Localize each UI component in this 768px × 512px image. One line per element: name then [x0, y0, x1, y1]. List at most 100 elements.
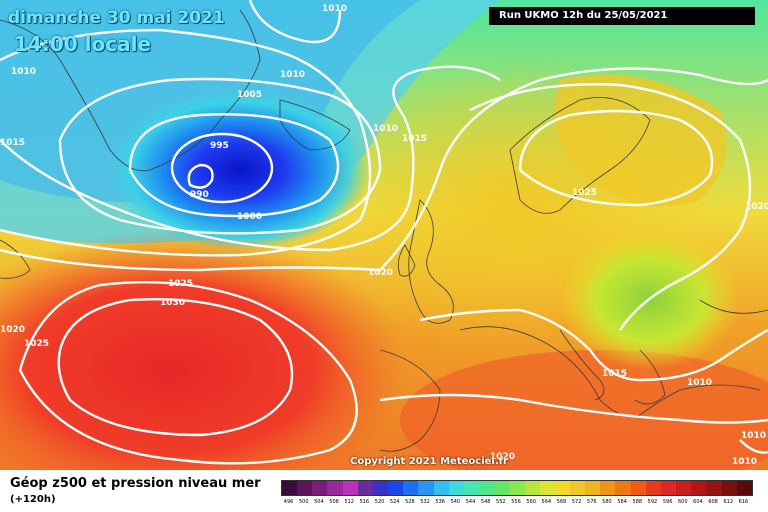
low-pressure-area [110, 90, 370, 250]
isobar-label: 1010 [280, 70, 305, 80]
isobar-label: 1015 [402, 134, 427, 144]
isobar-1030 [57, 297, 294, 437]
isobar-label: 990 [190, 190, 209, 200]
scale-swatch [600, 481, 616, 495]
isobar-label: 1015 [0, 138, 25, 148]
scale-label: 500 [298, 499, 309, 505]
isobar-label: 1000 [237, 212, 262, 222]
scale-swatch [645, 481, 661, 495]
scale-swatch [494, 481, 510, 495]
scale-swatch [736, 481, 752, 495]
model-run-label: Run UKMO 12h du 25/05/2021 [489, 7, 755, 25]
high-pressure-area [0, 230, 410, 470]
isobar-label: 995 [210, 141, 229, 151]
scale-label: 512 [344, 499, 354, 505]
isobar-1025-east [518, 109, 714, 207]
scale-label: 564 [541, 499, 552, 505]
isobar-label: 1030 [160, 298, 185, 308]
scale-swatch [448, 481, 464, 495]
scale-swatch [630, 481, 646, 495]
scale-label: 576 [587, 499, 597, 505]
color-scale-labels: 496 500 504 508 512 516 520 524 528 532 536 540 544 5… [281, 499, 751, 509]
scale-swatch [691, 481, 707, 495]
scale-label: 496 [283, 499, 294, 505]
scale-label: 560 [526, 499, 536, 505]
scale-swatch [585, 481, 601, 495]
scale-label: 608 [708, 499, 718, 505]
isobar-label: 1025 [168, 279, 193, 289]
scale-label: 596 [662, 499, 673, 505]
scale-label: 612 [723, 499, 734, 505]
isobar-labels: 1010 1010 1010 1005 995 990 1000 1010 10… [0, 4, 768, 467]
scale-swatch [660, 481, 677, 495]
scale-swatch [554, 481, 570, 495]
scale-swatch [418, 481, 434, 495]
isobar-label: 1010 [687, 378, 712, 388]
scale-swatch [282, 481, 298, 495]
isobar-1000 [128, 113, 340, 218]
scale-label: 604 [693, 499, 703, 505]
scale-swatch [524, 481, 540, 495]
scale-swatch [539, 481, 555, 495]
isobar-label: 1005 [237, 90, 262, 100]
scale-label: 580 [602, 499, 612, 505]
scale-label: 588 [632, 499, 643, 505]
scale-label: 572 [571, 499, 582, 505]
isobar-1015 [0, 65, 501, 252]
coastlines [0, 9, 768, 452]
scale-swatch [509, 481, 525, 495]
scale-label: 616 [738, 499, 749, 505]
scale-label: 508 [329, 499, 339, 505]
scale-swatch [297, 481, 313, 495]
scale-swatch [569, 481, 586, 495]
isobar-label: 1010 [322, 4, 347, 14]
isobar-1020 [0, 67, 768, 272]
isobar-1025 [18, 280, 358, 465]
scale-swatch [433, 481, 449, 495]
isobar-label: 1020 [0, 325, 25, 335]
isobar-1020-east [469, 83, 752, 331]
forecast-date: dimanche 30 mai 2021 [8, 8, 225, 28]
scale-label: 528 [405, 499, 415, 505]
scale-swatch [312, 481, 328, 495]
scale-label: 536 [435, 499, 445, 505]
scale-label: 568 [556, 499, 567, 505]
scale-label: 504 [314, 499, 324, 505]
scale-swatch [479, 481, 495, 495]
isobar-1010-north [248, 0, 342, 44]
isobar-1010 [0, 28, 372, 257]
scale-swatch [706, 481, 722, 495]
scale-label: 524 [389, 499, 400, 505]
isobar-995 [170, 132, 274, 204]
isobar-1010-se [739, 439, 768, 454]
scale-label: 552 [496, 499, 506, 505]
scale-swatch [327, 481, 343, 495]
isobar-1015-south [419, 308, 768, 382]
isobar-label: 1020 [368, 268, 393, 278]
isobar-label: 1010 [373, 124, 398, 134]
scale-swatch [615, 481, 631, 495]
isobar-990 [187, 163, 214, 189]
scale-label: 544 [465, 499, 476, 505]
copyright-notice: Copyright 2021 Meteociel.fr [350, 456, 508, 467]
scale-label: 600 [677, 499, 688, 505]
isobar-label: 1020 [745, 202, 768, 212]
scale-swatch [342, 481, 358, 495]
isobars [0, 0, 768, 463]
scale-label: 592 [647, 499, 658, 505]
isobar-label: 1025 [572, 188, 597, 198]
scale-swatch [676, 481, 692, 495]
map-caption: Géop z500 et pression niveau mer [10, 476, 261, 491]
color-scale [281, 480, 753, 496]
scale-swatch [403, 481, 419, 495]
scale-label: 548 [480, 499, 491, 505]
scale-swatch [463, 481, 480, 495]
scale-label: 556 [511, 499, 521, 505]
scale-label: 584 [617, 499, 627, 505]
scale-label: 520 [374, 499, 385, 505]
scale-label: 532 [420, 499, 430, 505]
scale-swatch [388, 481, 404, 495]
isobar-label: 1025 [24, 339, 49, 349]
scale-swatch [721, 481, 737, 495]
isobar-label: 1015 [602, 369, 627, 379]
